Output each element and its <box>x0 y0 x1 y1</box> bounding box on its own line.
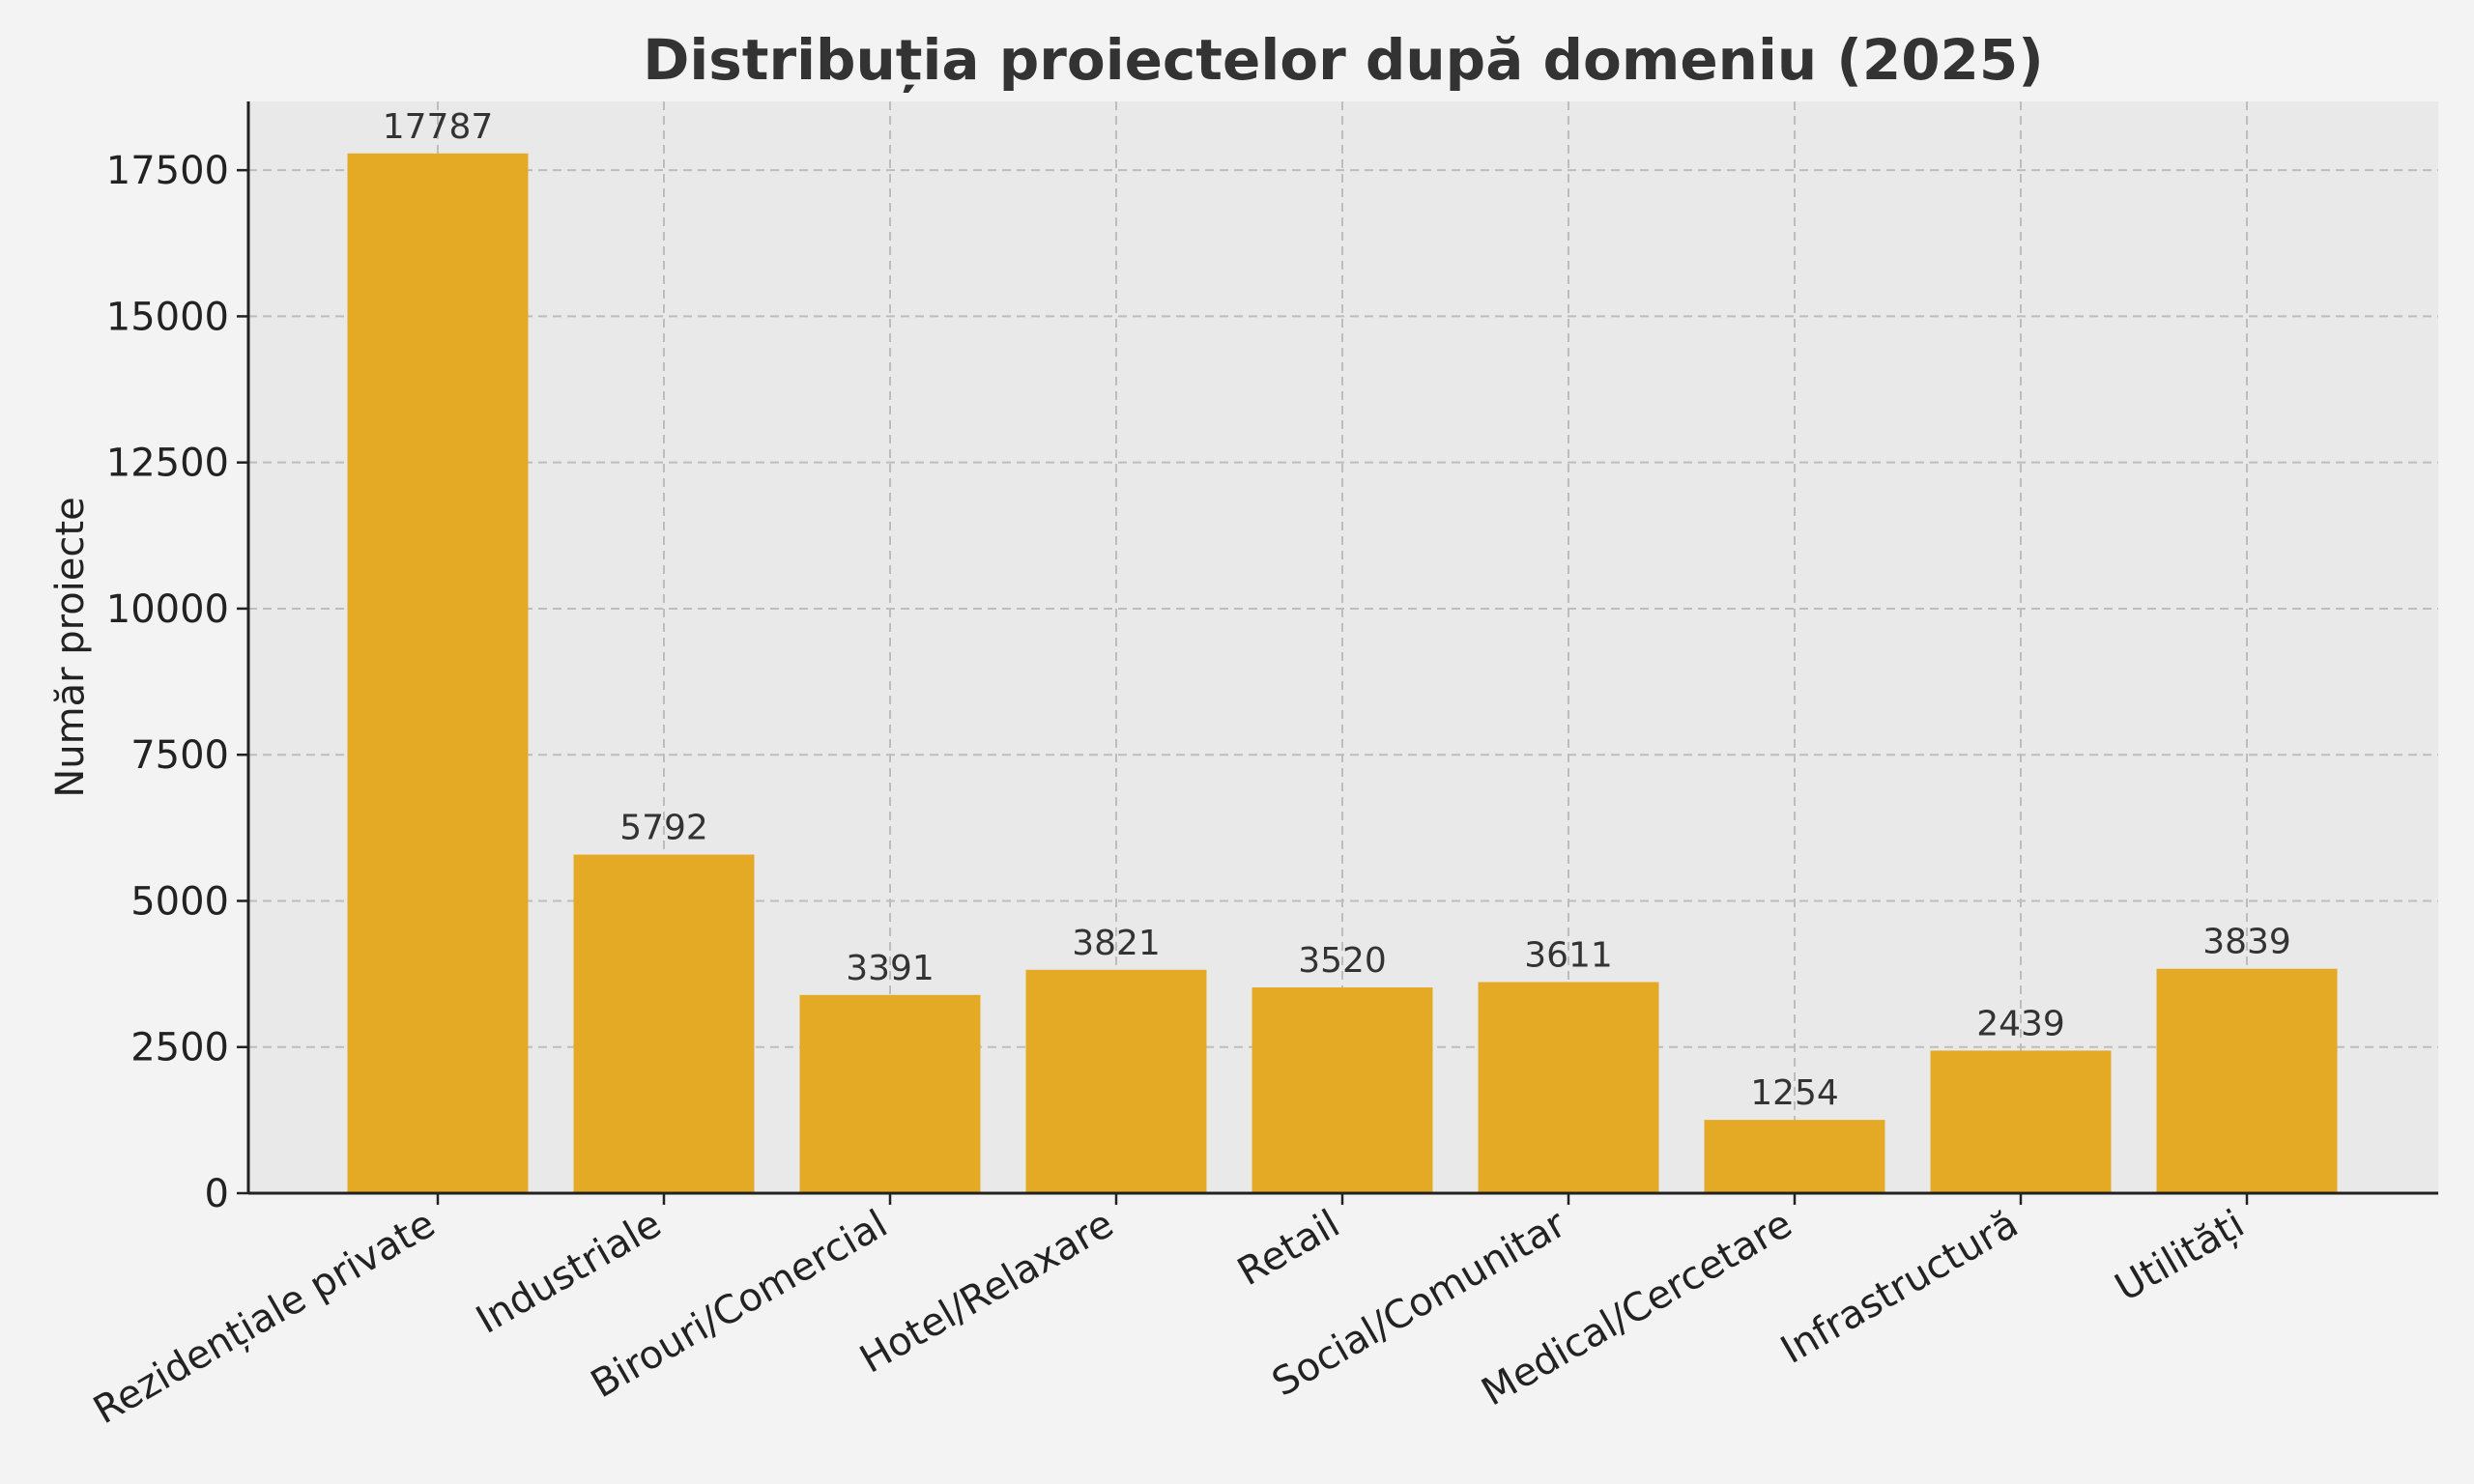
y-axis-label: Număr proiecte <box>48 497 93 797</box>
y-tick-label: 5000 <box>130 879 229 924</box>
bar <box>573 854 755 1193</box>
chart-title: Distribuția proiectelor după domeniu (20… <box>643 27 2044 93</box>
bar <box>1025 969 1207 1193</box>
bar <box>2156 968 2338 1193</box>
bar-value-label: 2439 <box>1976 1004 2065 1043</box>
y-tick-label: 2500 <box>130 1026 229 1070</box>
bars <box>347 153 2338 1194</box>
bar-value-label: 17787 <box>383 107 494 147</box>
y-tick-label: 17500 <box>106 149 229 193</box>
bar-value-label: 3839 <box>2202 923 2291 962</box>
axes <box>237 101 2438 1205</box>
y-tick-label: 7500 <box>130 733 229 778</box>
bar <box>347 153 529 1194</box>
bar <box>1930 1050 2112 1193</box>
y-tick-label: 0 <box>205 1172 229 1216</box>
bar-value-label: 1254 <box>1750 1073 1839 1113</box>
y-tick-label: 12500 <box>106 442 229 486</box>
bar-value-label: 3821 <box>1072 924 1161 963</box>
y-tick-label: 10000 <box>106 587 229 632</box>
bar <box>1704 1120 1885 1193</box>
bar-value-label: 3520 <box>1298 941 1387 981</box>
bar <box>1251 987 1433 1193</box>
bar-value-label: 3391 <box>846 949 935 988</box>
bar <box>1478 982 1659 1193</box>
y-tick-label: 15000 <box>106 295 229 339</box>
bar-value-label: 3611 <box>1524 936 1613 976</box>
bar <box>799 994 981 1193</box>
bar-value-label: 5792 <box>619 809 708 848</box>
